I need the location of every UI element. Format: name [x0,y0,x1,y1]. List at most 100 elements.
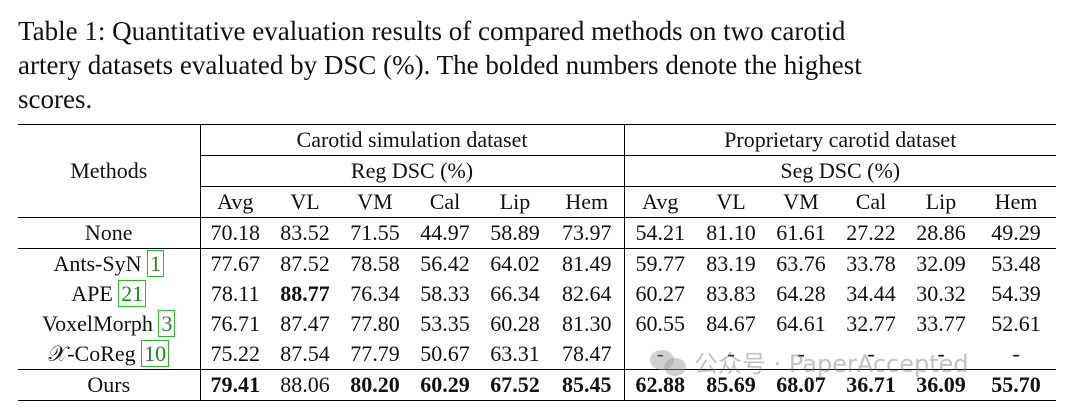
table-row: VoxelMorph 3 76.71 87.47 77.80 53.35 60.28 81.… [18,309,1056,339]
value-cell: 30.32 [916,281,966,306]
table-row: Ours 79.41 88.06 80.20 60.29 67.52 85.45 62.88 8… [18,369,1056,401]
value-cell: 73.97 [550,217,625,249]
group2-metric: Seg DSC (%) [624,155,1056,187]
column-header-g1-vm: VM [340,186,410,218]
value-cell: - [696,339,766,370]
value-cell: 52.61 [991,311,1041,336]
value-cell: 83.52 [270,217,340,249]
value-cell: 87.47 [280,311,330,336]
value-cell: 83.19 [706,251,756,276]
value-cell: 64.61 [776,311,826,336]
method-name: Ours [87,372,131,397]
value-cell: 63.31 [480,339,550,370]
group1-metric: Reg DSC (%) [200,155,625,187]
value-cell: 54.39 [991,281,1041,306]
method-cell: 𝒳-CoReg 10 [18,339,201,370]
value-cell: 80.20 [340,369,410,401]
citation-link[interactable]: 3 [158,310,176,337]
value-cell: 77.79 [340,339,410,370]
value-cell: 58.89 [480,217,550,249]
column-header-g1-lip: Lip [480,186,550,218]
value-cell: - [976,339,1056,370]
value-cell: 58.33 [420,281,470,306]
value-cell: 85.69 [696,369,766,401]
value-cell: 50.67 [410,339,480,370]
method-cell: Ants-SyN 1 [18,248,201,279]
column-header-g2-hem: Hem [976,186,1056,218]
method-name: None [84,220,133,245]
caption-line-1: Table 1: Quantitative evaluation results… [18,16,846,46]
value-cell: 83.83 [706,281,756,306]
value-cell: 88.77 [280,281,330,306]
table-row: None 70.18 83.52 71.55 44.97 58.89 73.97 54.21 8… [18,217,1056,249]
column-header-g2-vl: VL [696,186,766,218]
method-name: APE [71,281,113,306]
value-cell: 36.71 [836,369,906,401]
results-table: Methods Carotid simulation dataset Propr… [18,124,1056,401]
method-cell: Ours [18,369,201,401]
citation-link[interactable]: 10 [141,340,170,367]
value-cell: 78.58 [350,251,400,276]
table-row: APE 21 78.11 88.77 76.34 58.33 66.34 82.64 60.2… [18,279,1056,309]
value-cell: 32.09 [916,251,966,276]
value-cell: 32.77 [846,311,896,336]
value-cell: 34.44 [846,281,896,306]
value-cell: 36.09 [906,369,976,401]
column-header-g1-avg: Avg [200,186,270,218]
value-cell: 49.29 [976,217,1056,249]
column-header-g2-avg: Avg [624,186,696,218]
value-cell: - [836,339,906,370]
value-cell: 28.86 [906,217,976,249]
value-cell: 78.47 [550,339,625,370]
value-cell: 82.64 [550,279,625,309]
value-cell: 79.41 [200,369,270,401]
column-header-g1-cal: Cal [410,186,480,218]
value-cell: 78.11 [210,281,260,306]
value-cell: 71.55 [340,217,410,249]
method-cell: None [18,217,201,249]
value-cell: 60.55 [635,311,686,336]
citation-link[interactable]: 21 [118,280,147,307]
column-header-g2-lip: Lip [906,186,976,218]
method-name: VoxelMorph [42,311,153,336]
column-header-g2-vm: VM [766,186,836,218]
caption-line-2: artery datasets evaluated by DSC (%). Th… [18,50,862,80]
value-cell: 70.18 [200,217,270,249]
value-cell: 63.76 [776,251,826,276]
method-cell: VoxelMorph 3 [18,309,201,339]
value-cell: 59.77 [635,251,686,276]
value-cell: 88.06 [270,369,340,401]
value-cell: 87.52 [280,251,330,276]
value-cell: 64.02 [490,251,540,276]
methods-header: Methods [18,124,201,218]
value-cell: 68.07 [766,369,836,401]
table-caption: Table 1: Quantitative evaluation results… [18,14,1058,116]
value-cell: - [766,339,836,370]
value-cell: - [624,339,696,370]
column-header-g1-hem: Hem [550,186,625,218]
method-name: 𝒳-CoReg [48,341,136,366]
value-cell: 53.48 [991,251,1041,276]
caption-line-3: scores. [18,84,93,114]
value-cell: 33.78 [846,251,896,276]
value-cell: 61.61 [766,217,836,249]
header-row-groups: Methods Carotid simulation dataset Propr… [18,124,1056,218]
header-row-metrics: Reg DSC (%) Seg DSC (%) [18,155,1056,187]
value-cell: 44.97 [410,217,480,249]
value-cell: 54.21 [624,217,696,249]
value-cell: 67.52 [480,369,550,401]
value-cell: 85.45 [550,369,625,401]
value-cell: 56.42 [420,251,470,276]
value-cell: 60.29 [410,369,480,401]
value-cell: - [906,339,976,370]
column-header-g2-cal: Cal [836,186,906,218]
value-cell: 81.10 [696,217,766,249]
group1-title: Carotid simulation dataset [200,124,625,156]
value-cell: 84.67 [706,311,756,336]
value-cell: 64.28 [776,281,826,306]
value-cell: 66.34 [490,281,540,306]
method-name: Ants-SyN [53,251,142,276]
method-cell: APE 21 [18,279,201,309]
value-cell: 75.22 [200,339,270,370]
citation-link[interactable]: 1 [147,250,164,277]
